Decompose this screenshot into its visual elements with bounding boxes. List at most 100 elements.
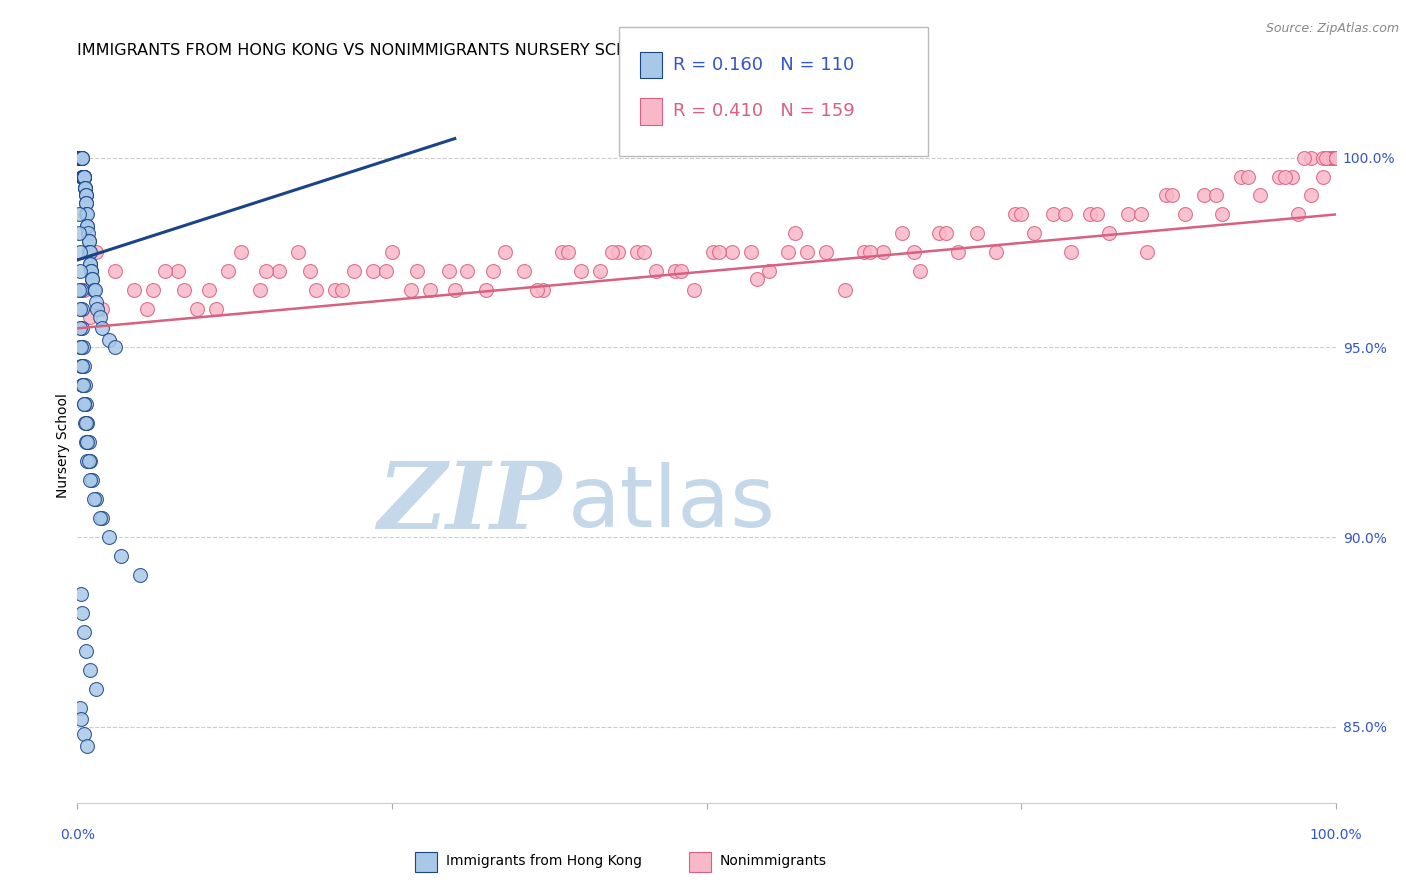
Point xyxy=(72,321,94,335)
Point xyxy=(1174,207,1197,221)
Point xyxy=(67,227,90,241)
Point xyxy=(361,264,384,278)
Point xyxy=(1294,151,1316,165)
Point xyxy=(966,227,988,241)
Point xyxy=(72,169,94,184)
Point xyxy=(1324,151,1347,165)
Point xyxy=(70,587,93,601)
Point xyxy=(77,227,100,241)
Point xyxy=(73,169,96,184)
Point xyxy=(73,416,96,430)
Point xyxy=(67,207,90,221)
Point xyxy=(1324,151,1347,165)
Point xyxy=(89,310,111,324)
Point xyxy=(72,169,94,184)
Point xyxy=(75,188,97,202)
Point xyxy=(79,257,101,271)
Point xyxy=(72,625,94,640)
Point xyxy=(72,169,94,184)
Point xyxy=(76,739,98,753)
Point xyxy=(481,264,503,278)
Point xyxy=(1324,151,1347,165)
Point xyxy=(97,333,120,347)
Point xyxy=(1060,245,1083,260)
Point xyxy=(740,245,762,260)
Point xyxy=(928,227,950,241)
Point xyxy=(69,151,91,165)
Point xyxy=(1004,207,1026,221)
Point xyxy=(1054,207,1077,221)
Point xyxy=(104,264,127,278)
Point xyxy=(1324,151,1347,165)
Point xyxy=(79,454,101,468)
Point xyxy=(494,245,516,260)
Point xyxy=(419,284,441,298)
Point xyxy=(72,397,94,411)
Point xyxy=(67,284,90,298)
Point xyxy=(1236,169,1258,184)
Point xyxy=(73,378,96,392)
Point xyxy=(79,310,101,324)
Point xyxy=(1324,151,1347,165)
Point xyxy=(79,245,101,260)
Point xyxy=(1324,151,1347,165)
Point xyxy=(73,181,96,195)
Point xyxy=(86,302,108,317)
Point xyxy=(83,284,105,298)
Point xyxy=(75,435,97,450)
Text: IMMIGRANTS FROM HONG KONG VS NONIMMIGRANTS NURSERY SCHOOL CORRELATION CHART: IMMIGRANTS FROM HONG KONG VS NONIMMIGRAN… xyxy=(77,43,841,58)
Point xyxy=(683,284,706,298)
Point xyxy=(69,151,91,165)
Point xyxy=(73,181,96,195)
Point xyxy=(72,606,94,620)
Point xyxy=(70,359,93,374)
Point xyxy=(1324,151,1347,165)
Text: Nonimmigrants: Nonimmigrants xyxy=(720,854,827,868)
Point xyxy=(67,151,90,165)
Point xyxy=(73,169,96,184)
Point xyxy=(1286,207,1309,221)
Point xyxy=(1324,151,1347,165)
Point xyxy=(381,245,404,260)
Point xyxy=(1324,151,1347,165)
Point xyxy=(374,264,396,278)
Point xyxy=(1161,188,1184,202)
Point xyxy=(186,302,208,317)
Point xyxy=(72,359,94,374)
Point xyxy=(783,227,806,241)
Point xyxy=(984,245,1007,260)
Point xyxy=(79,257,101,271)
Point xyxy=(73,181,96,195)
Point xyxy=(437,264,460,278)
Point xyxy=(287,245,309,260)
Point xyxy=(104,340,127,354)
Point xyxy=(155,264,177,278)
Point xyxy=(1249,188,1271,202)
Point xyxy=(1211,207,1233,221)
Point xyxy=(1324,151,1347,165)
Point xyxy=(142,284,165,298)
Point xyxy=(70,359,93,374)
Point xyxy=(626,245,648,260)
Point xyxy=(110,549,132,563)
Point xyxy=(72,169,94,184)
Point xyxy=(1324,151,1347,165)
Point xyxy=(343,264,366,278)
Point xyxy=(1274,169,1296,184)
Point xyxy=(67,151,90,165)
Point xyxy=(1098,227,1121,241)
Point xyxy=(702,245,724,260)
Point xyxy=(890,227,912,241)
Text: Immigrants from Hong Kong: Immigrants from Hong Kong xyxy=(446,854,641,868)
Point xyxy=(76,435,98,450)
Point xyxy=(83,492,105,507)
Point xyxy=(79,473,101,487)
Point xyxy=(72,169,94,184)
Point xyxy=(84,681,107,696)
Point xyxy=(1324,151,1347,165)
Point xyxy=(69,151,91,165)
Point xyxy=(76,416,98,430)
Point xyxy=(1268,169,1291,184)
Point xyxy=(551,245,574,260)
Point xyxy=(1324,151,1347,165)
